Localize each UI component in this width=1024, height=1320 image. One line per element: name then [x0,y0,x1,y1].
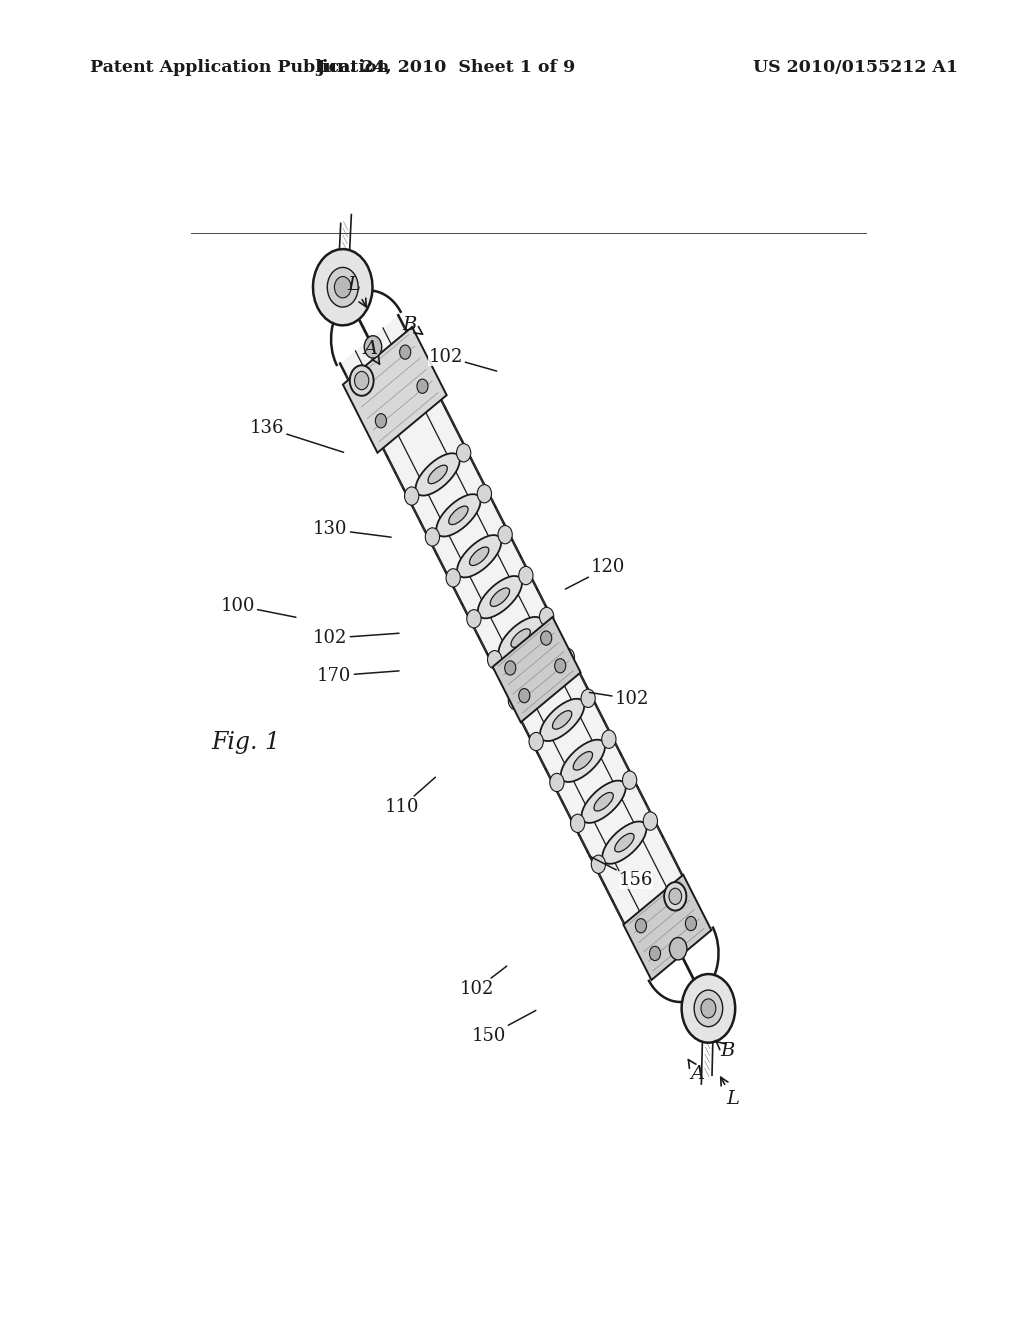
Text: Jun. 24, 2010  Sheet 1 of 9: Jun. 24, 2010 Sheet 1 of 9 [315,59,575,77]
Circle shape [519,566,534,585]
Circle shape [540,607,554,626]
Ellipse shape [602,821,646,863]
Circle shape [643,812,657,830]
Text: 156: 156 [589,855,653,890]
Ellipse shape [354,371,369,389]
Ellipse shape [669,888,682,904]
Ellipse shape [449,506,468,524]
Text: 120: 120 [565,558,626,589]
Text: Fig. 1: Fig. 1 [211,731,281,754]
Circle shape [591,855,605,874]
Text: 102: 102 [460,966,507,998]
Ellipse shape [553,710,571,729]
Circle shape [467,610,481,628]
Circle shape [685,916,696,931]
Text: 102: 102 [313,630,399,647]
Text: B: B [715,1040,734,1060]
Polygon shape [624,875,712,979]
Ellipse shape [561,739,605,781]
Circle shape [623,771,637,789]
Circle shape [519,689,529,702]
Ellipse shape [436,494,480,536]
Ellipse shape [457,535,502,577]
Circle shape [602,730,616,748]
Ellipse shape [416,453,460,495]
Circle shape [446,569,461,587]
Circle shape [555,659,566,673]
Ellipse shape [365,335,382,358]
Circle shape [581,689,595,708]
Text: 170: 170 [317,667,399,685]
Ellipse shape [511,628,530,647]
Ellipse shape [573,751,593,770]
Text: B: B [402,315,423,334]
Circle shape [498,525,512,544]
Ellipse shape [499,616,543,659]
Circle shape [457,444,471,462]
Circle shape [477,484,492,503]
Ellipse shape [540,698,585,741]
Polygon shape [493,616,581,722]
Circle shape [425,528,439,546]
Circle shape [570,814,585,833]
Text: 150: 150 [472,1010,536,1044]
Text: 102: 102 [590,690,649,708]
Ellipse shape [694,990,723,1027]
Ellipse shape [519,657,563,700]
Ellipse shape [582,780,626,822]
Text: Patent Application Publication: Patent Application Publication [90,59,389,77]
Circle shape [636,919,646,933]
Circle shape [399,345,411,359]
Text: 110: 110 [385,777,435,816]
Ellipse shape [313,249,373,325]
Ellipse shape [490,587,510,606]
Ellipse shape [665,882,686,911]
Ellipse shape [469,546,488,565]
Ellipse shape [614,833,634,851]
Text: 100: 100 [220,597,296,618]
Text: A: A [688,1060,705,1084]
Ellipse shape [701,999,716,1018]
Ellipse shape [350,366,374,396]
Circle shape [417,379,428,393]
Text: 130: 130 [313,520,391,539]
Ellipse shape [428,465,447,483]
Circle shape [376,413,386,428]
Circle shape [672,888,682,903]
Ellipse shape [328,268,358,308]
Ellipse shape [670,937,687,960]
Circle shape [649,946,660,961]
Circle shape [560,648,574,667]
Circle shape [550,774,564,792]
Polygon shape [340,315,710,977]
Text: US 2010/0155212 A1: US 2010/0155212 A1 [753,59,957,77]
Text: L: L [348,276,367,306]
Text: L: L [721,1077,739,1107]
Ellipse shape [478,576,522,618]
Circle shape [358,380,370,393]
Ellipse shape [335,277,351,298]
Polygon shape [343,327,446,453]
Circle shape [529,733,544,751]
Ellipse shape [594,792,613,810]
Circle shape [505,661,516,675]
Circle shape [541,631,552,645]
Text: 136: 136 [250,418,344,453]
Circle shape [404,487,419,506]
Circle shape [508,692,522,710]
Text: A: A [362,341,380,364]
Ellipse shape [682,974,735,1043]
Text: 102: 102 [428,347,497,371]
Ellipse shape [531,669,551,688]
Circle shape [487,651,502,669]
